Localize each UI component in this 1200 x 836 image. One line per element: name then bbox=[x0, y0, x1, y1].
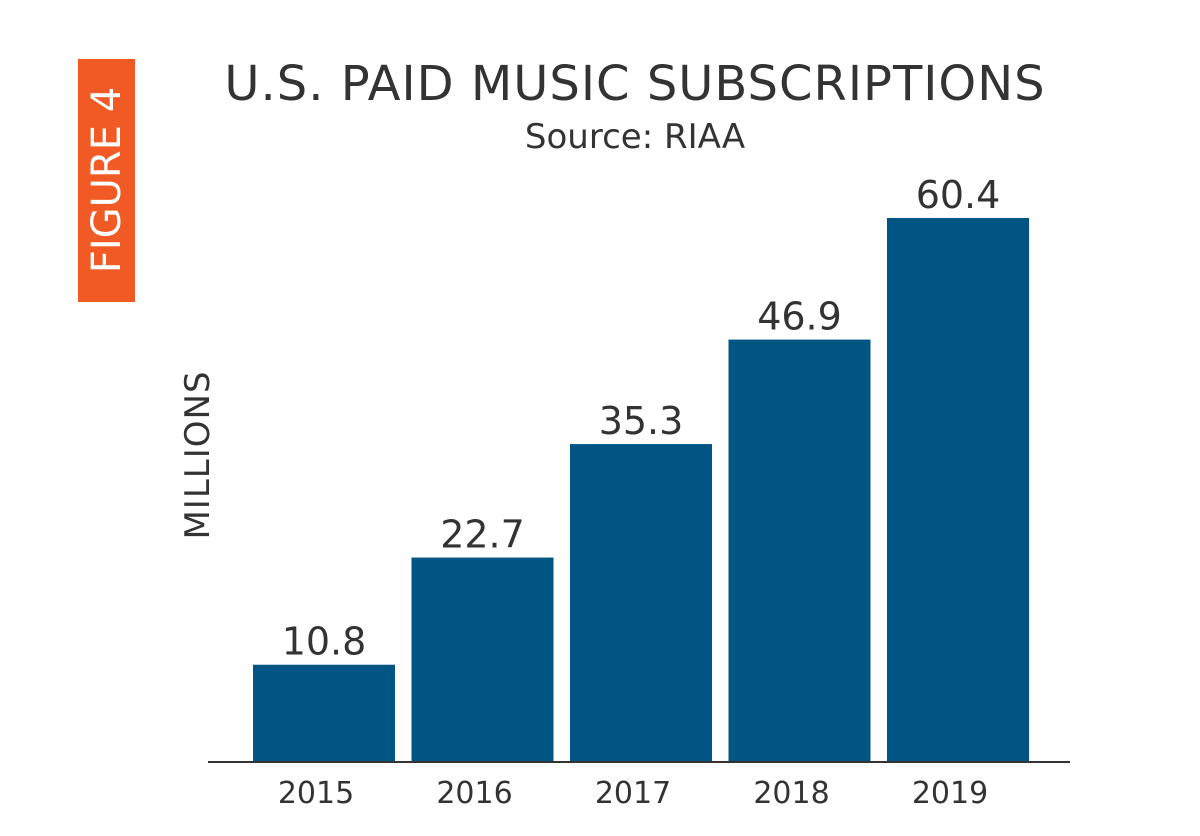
value-label-2015: 10.8 bbox=[282, 620, 367, 664]
value-label-2017: 35.3 bbox=[599, 399, 684, 443]
figure-tag-label: FIGURE 4 bbox=[84, 87, 130, 273]
y-axis-label: MILLIONS bbox=[178, 370, 218, 539]
bar-2016 bbox=[411, 557, 554, 762]
chart-subtitle: Source: RIAA bbox=[525, 117, 745, 157]
figure-tag-background bbox=[78, 59, 135, 302]
bars-group bbox=[253, 218, 1029, 762]
value-labels-group: 10.8 22.7 35.3 46.9 60.4 bbox=[282, 173, 1001, 664]
value-label-2018: 46.9 bbox=[757, 295, 842, 339]
value-label-2016: 22.7 bbox=[440, 513, 525, 557]
figure-tag: FIGURE 4 bbox=[78, 59, 135, 302]
bar-2017 bbox=[570, 444, 712, 762]
x-tick-label-2016: 2016 bbox=[436, 776, 512, 811]
value-label-2019: 60.4 bbox=[916, 173, 1001, 217]
x-tick-label-2017: 2017 bbox=[595, 776, 671, 811]
x-tick-labels-group: 2015 2016 2017 2018 2019 bbox=[278, 776, 988, 811]
bar-2018 bbox=[728, 339, 871, 762]
x-tick-label-2019: 2019 bbox=[912, 776, 988, 811]
bar-2015 bbox=[253, 664, 395, 762]
chart-title: U.S. PAID MUSIC SUBSCRIPTIONS bbox=[224, 56, 1045, 112]
x-tick-label-2015: 2015 bbox=[278, 776, 354, 811]
bar-2019 bbox=[887, 218, 1029, 762]
x-tick-label-2018: 2018 bbox=[753, 776, 829, 811]
